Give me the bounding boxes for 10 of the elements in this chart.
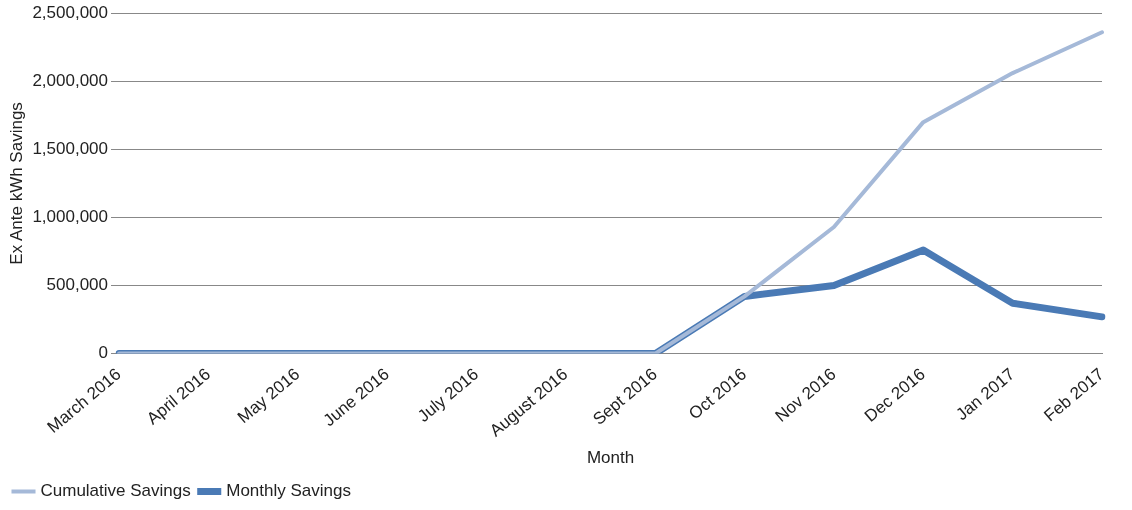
y-tick-label: 2,000,000 — [32, 70, 109, 90]
y-tick-label: 2,500,000 — [32, 2, 109, 22]
y-tick-label: 500,000 — [46, 275, 109, 295]
y-tick-label: 0 — [98, 343, 109, 363]
y-tick-label: 1,000,000 — [32, 207, 109, 227]
legend-label: Monthly Savings — [226, 481, 351, 501]
x-axis-title: Month — [586, 448, 635, 468]
legend-label: Cumulative Savings — [40, 481, 191, 501]
y-tick-label: 1,500,000 — [32, 139, 109, 159]
y-axis-title: Ex Ante kWh Savings — [6, 102, 26, 265]
